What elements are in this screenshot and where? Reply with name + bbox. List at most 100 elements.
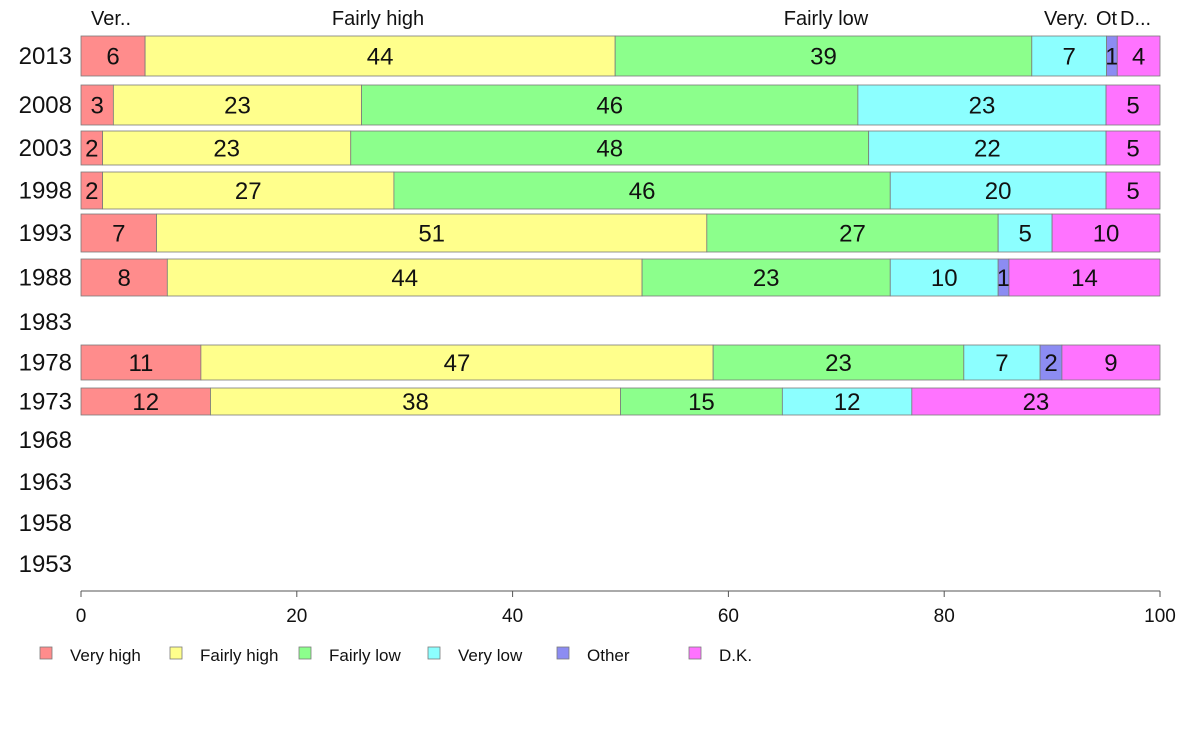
data-label-1978-1: 47 (444, 350, 471, 377)
data-label-2008-2: 46 (596, 93, 623, 120)
year-label-1998: 1998 (19, 178, 72, 205)
data-label-1998-0: 2 (85, 178, 98, 205)
bar-1993-very-low (997, 213, 1053, 253)
bar-1998-d-k- (1105, 171, 1161, 210)
data-label-1988-2: 23 (753, 265, 780, 292)
data-label-2003-3: 22 (974, 136, 1001, 163)
data-label-1973-0: 12 (132, 389, 159, 416)
data-label-2008-3: 23 (969, 93, 996, 120)
data-label-1998-3: 20 (985, 178, 1012, 205)
year-label-1953: 1953 (19, 551, 72, 578)
bars-area: 6 44 39 7 1 43 23 46 23 52 23 48 22 52 27 46 20 57 51 27 5 10… (80, 35, 1161, 416)
data-label-1978-0: 11 (128, 350, 153, 377)
data-label-1988-5: 14 (1071, 265, 1098, 292)
bar-2008-very-low (857, 84, 1107, 126)
year-label-1983: 1983 (19, 309, 72, 336)
data-label-2013-4: 1 (1105, 44, 1118, 71)
x-tick-label-40: 40 (502, 606, 523, 627)
data-label-2013-3: 7 (1063, 44, 1076, 71)
data-label-1988-3: 10 (931, 265, 958, 292)
legend-label: Very low (458, 646, 523, 665)
bar-2008-d-k- (1105, 84, 1161, 126)
bar-1973-fairly-low (620, 387, 783, 416)
bar-row-2013: 6 44 39 7 1 4 (80, 35, 1161, 77)
data-label-2013-0: 6 (106, 44, 119, 71)
x-tick-label-20: 20 (286, 606, 307, 627)
legend-swatch (298, 646, 312, 660)
bar-row-1978: 11 47 23 7 2 9 (80, 344, 1161, 381)
bar-2008-fairly-high (112, 84, 362, 126)
bar-row-1998: 2 27 46 20 5 (80, 171, 1161, 210)
bar-1998-fairly-high (102, 171, 395, 210)
legend-item-fairly-high: Fairly high (169, 646, 278, 665)
data-label-1973-1: 38 (402, 389, 429, 416)
data-label-1978-2: 23 (825, 350, 852, 377)
bar-2008-fairly-low (361, 84, 859, 126)
bar-1973-d-k- (911, 387, 1161, 416)
year-axis-labels: 2013 2008 2003 1998 1993 1988 1983 1978 1973 1968… (19, 43, 72, 578)
data-label-1988-4: 1 (997, 265, 1010, 292)
year-label-2013: 2013 (19, 43, 72, 70)
legend-swatch (39, 646, 53, 660)
data-label-2003-2: 48 (596, 136, 623, 163)
bar-2003-d-k- (1105, 130, 1161, 166)
top-label-4: Ot (1096, 8, 1118, 30)
legend-item-other: Other (556, 646, 630, 665)
top-label-0: Ver.. (91, 8, 131, 30)
bar-row-1993: 7 51 27 5 10 (80, 213, 1161, 253)
legend-item-d-k-: D.K. (688, 646, 752, 665)
data-label-1993-2: 27 (839, 221, 866, 248)
bar-1988-very-low (889, 258, 999, 297)
year-label-1993: 1993 (19, 220, 72, 247)
data-label-1993-1: 51 (418, 221, 445, 248)
top-label-5: D... (1120, 8, 1151, 30)
legend-label: D.K. (719, 646, 752, 665)
legend-label: Very high (70, 646, 141, 665)
bar-1998-fairly-low (393, 171, 891, 210)
data-label-1993-0: 7 (112, 221, 125, 248)
x-tick-label-0: 0 (76, 606, 87, 627)
data-label-2003-1: 23 (213, 136, 240, 163)
legend-swatch (556, 646, 570, 660)
data-label-1988-1: 44 (391, 265, 418, 292)
bar-2003-fairly-low (350, 130, 870, 166)
year-label-1963: 1963 (19, 469, 72, 496)
data-label-2003-5: 5 (1126, 136, 1139, 163)
data-label-1973-5: 23 (1023, 389, 1050, 416)
year-label-2003: 2003 (19, 135, 72, 162)
data-label-1993-3: 5 (1018, 221, 1031, 248)
bar-1993-fairly-low (706, 213, 999, 253)
top-label-2: Fairly low (784, 8, 869, 30)
x-tick-label-100: 100 (1144, 606, 1176, 627)
bar-row-2003: 2 23 48 22 5 (80, 130, 1161, 166)
legend-label: Fairly low (329, 646, 402, 665)
year-label-1958: 1958 (19, 510, 72, 537)
top-category-labels: Ver.. Fairly high Fairly low Very. Ot D... (91, 8, 1151, 30)
x-axis: 0 20 40 60 80 100 (76, 590, 1176, 627)
data-label-2013-2: 39 (810, 44, 837, 71)
data-label-2008-0: 3 (91, 93, 104, 120)
bar-1978-very-high (80, 344, 202, 381)
bar-2013-very-high (80, 35, 146, 77)
data-label-1998-1: 27 (235, 178, 262, 205)
bar-2008-very-high (80, 84, 114, 126)
data-label-1978-3: 7 (995, 350, 1008, 377)
bar-1973-very-high (80, 387, 211, 416)
data-label-2008-1: 23 (224, 93, 251, 120)
bar-row-1988: 8 44 23 10 1 14 (80, 258, 1161, 297)
data-label-2003-0: 2 (85, 136, 98, 163)
bar-2013-d-k- (1116, 35, 1161, 77)
legend-swatch (688, 646, 702, 660)
data-label-1978-4: 2 (1044, 350, 1057, 377)
year-label-1978: 1978 (19, 350, 72, 377)
bar-row-2008: 3 23 46 23 5 (80, 84, 1161, 126)
data-label-2013-5: 4 (1132, 44, 1145, 71)
data-label-1973-2: 15 (688, 389, 715, 416)
bar-2013-fairly-high (144, 35, 616, 77)
year-label-1973: 1973 (19, 389, 72, 416)
x-tick-label-60: 60 (718, 606, 739, 627)
data-label-1988-0: 8 (117, 265, 130, 292)
bar-1978-d-k- (1061, 344, 1161, 381)
bar-2013-fairly-low (614, 35, 1033, 77)
